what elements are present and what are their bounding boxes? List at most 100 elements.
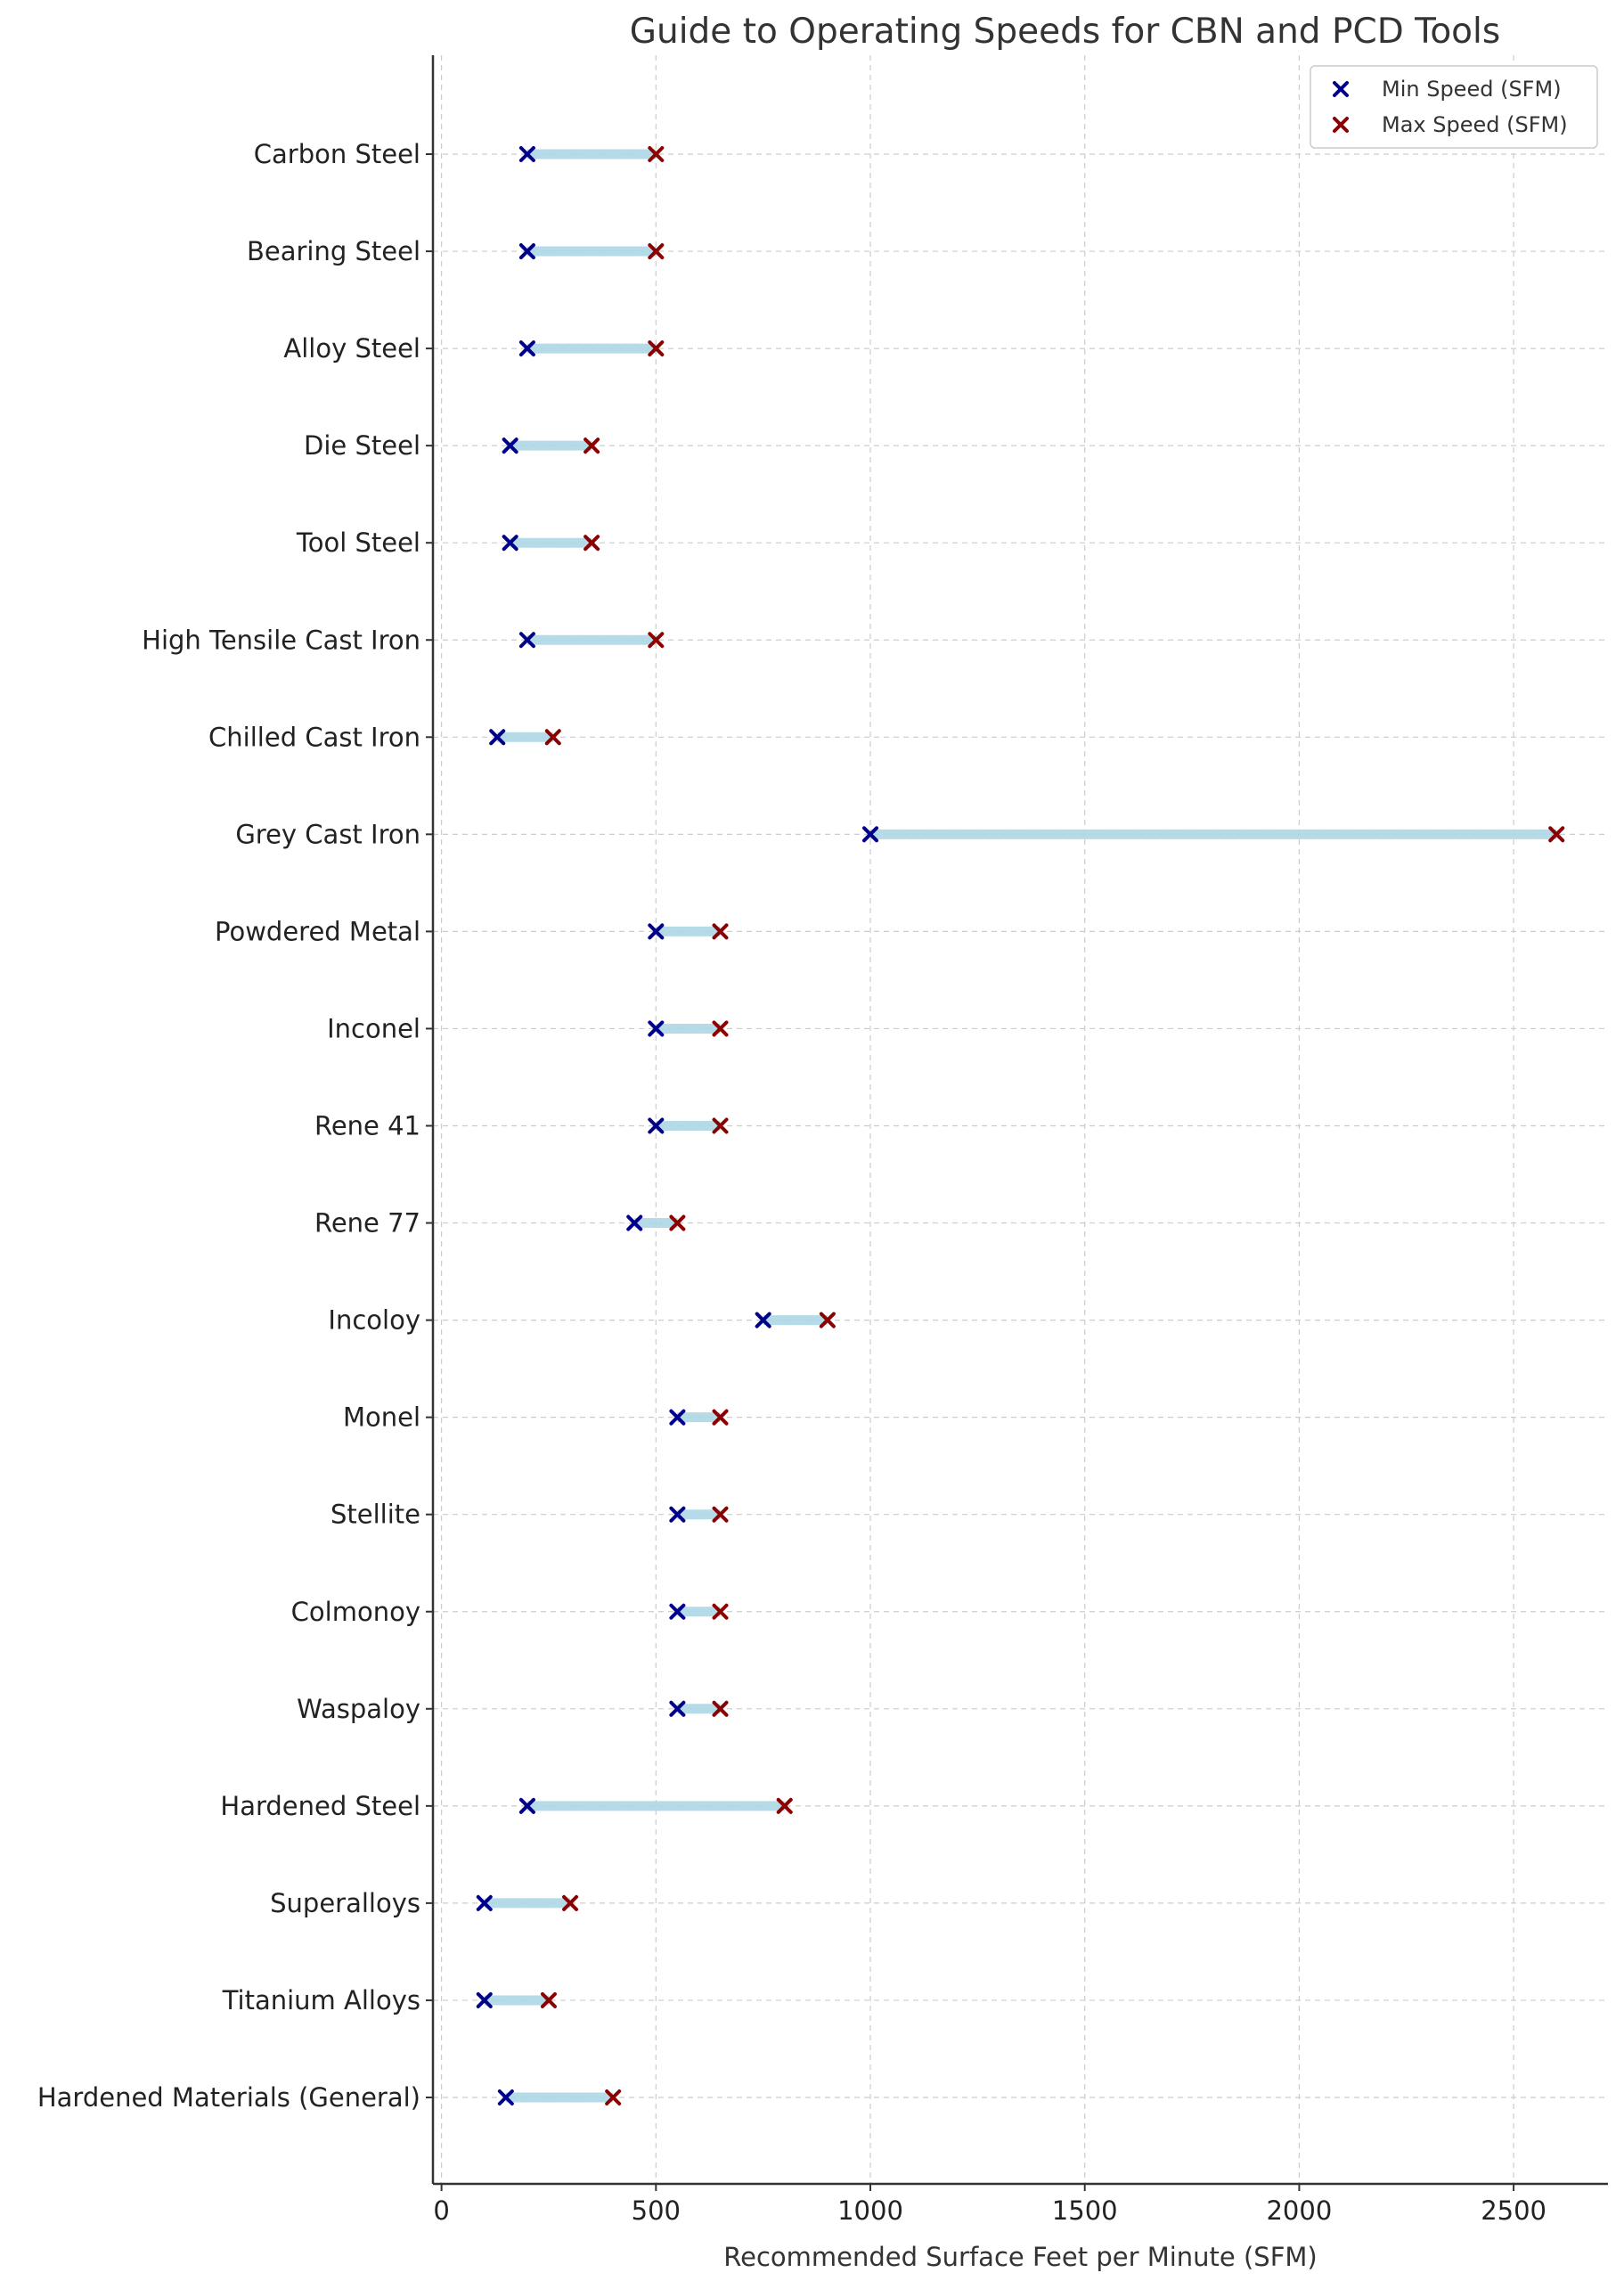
legend-marker — [1333, 81, 1349, 97]
y-tick-label: Colmonoy — [291, 1597, 420, 1627]
y-tick-label: Carbon Steel — [254, 139, 420, 169]
min-speed-marker — [669, 1409, 686, 1426]
max-speed-marker — [712, 1117, 729, 1134]
min-speed-marker — [518, 146, 535, 162]
chart-title: Guide to Operating Speeds for CBN and PC… — [630, 12, 1500, 52]
max-speed-marker — [819, 1312, 836, 1329]
max-speed-marker — [669, 1214, 686, 1231]
y-tick-labels: Carbon Steel Bearing Steel Alloy Steel Die … — [37, 139, 433, 2113]
min-speed-marker — [502, 437, 518, 454]
legend: Min Speed (SFM) Max Speed (SFM) — [1310, 65, 1598, 149]
max-speed-marker-stroke — [712, 1603, 729, 1620]
max-speed-marker-stroke — [712, 1700, 729, 1717]
legend-box — [1310, 65, 1598, 149]
min-speed-marker-stroke — [518, 1797, 535, 1814]
y-tick-label: Chilled Cast Iron — [208, 722, 420, 752]
max-speed-marker — [712, 1603, 729, 1620]
max-speed-marker — [648, 243, 665, 260]
min-speed-marker-stroke — [669, 1409, 686, 1426]
x-tick-labels: 0 500 1000 1500 2000 2500 — [433, 2184, 1546, 2226]
max-speed-marker — [648, 340, 665, 357]
max-speed-marker-stroke — [540, 1991, 557, 2008]
max-speed-marker — [562, 1894, 579, 1911]
legend-entry: Max Speed (SFM) — [1333, 112, 1568, 137]
min-speed-marker — [648, 1117, 665, 1134]
min-speed-marker-stroke — [518, 340, 535, 357]
max-speed-marker — [712, 1506, 729, 1523]
max-speed-marker — [712, 1020, 729, 1037]
min-speed-marker-stroke — [755, 1312, 771, 1329]
max-speed-marker-stroke — [562, 1894, 579, 1911]
y-tick-label: High Tensile Cast Iron — [142, 625, 420, 655]
min-speed-marker — [518, 1797, 535, 1814]
y-tick-label: Incoloy — [328, 1305, 420, 1336]
max-speed-marker-stroke — [583, 437, 600, 454]
min-speed-marker-stroke — [502, 437, 518, 454]
axes — [431, 55, 1608, 2186]
min-speed-marker — [669, 1603, 686, 1620]
max-speed-marker-stroke — [712, 923, 729, 940]
y-tick-label: Rene 41 — [314, 1111, 420, 1141]
max-speed-marker — [605, 2089, 622, 2105]
y-tick-label: Hardened Steel — [220, 1791, 420, 1821]
min-speed-marker — [626, 1214, 643, 1231]
max-speed-marker — [544, 729, 561, 746]
max-speed-marker-stroke — [648, 243, 665, 260]
min-speed-marker-stroke — [518, 632, 535, 649]
y-tick-label: Alloy Steel — [283, 333, 420, 364]
min-speed-marker — [648, 1020, 665, 1037]
min-speed-marker-stroke — [476, 1991, 493, 2008]
min-speed-marker — [669, 1700, 686, 1717]
legend-entry: Min Speed (SFM) — [1333, 77, 1562, 102]
x-tick-label: 500 — [632, 2195, 681, 2226]
x-tick-label: 2500 — [1481, 2195, 1546, 2226]
min-speed-marker-stroke — [648, 1117, 665, 1134]
max-speed-marker — [648, 146, 665, 162]
y-tick-label: Grey Cast Iron — [235, 819, 420, 849]
grid-lines — [433, 55, 1608, 2184]
max-speed-marker-stroke — [1548, 826, 1565, 843]
y-tick-label: Tool Steel — [296, 527, 420, 558]
min-speed-marker-stroke — [518, 243, 535, 260]
max-speed-marker — [712, 1409, 729, 1426]
min-speed-marker — [502, 535, 518, 552]
min-speed-marker — [518, 243, 535, 260]
max-speed-marker-stroke — [712, 1117, 729, 1134]
min-speed-marker-stroke — [518, 146, 535, 162]
min-speed-marker — [497, 2089, 514, 2105]
max-speed-marker — [1548, 826, 1565, 843]
y-tick-label: Monel — [343, 1402, 420, 1433]
min-speed-marker-stroke — [648, 1020, 665, 1037]
min-speed-marker — [862, 826, 879, 843]
max-speed-marker — [583, 437, 600, 454]
min-speed-marker-stroke — [502, 535, 518, 552]
y-tick-label: Superalloys — [270, 1888, 420, 1918]
y-tick-label: Powdered Metal — [215, 916, 420, 946]
min-speed-marker-stroke — [648, 923, 665, 940]
max-speed-marker-stroke — [648, 340, 665, 357]
max-speed-marker — [712, 1700, 729, 1717]
y-tick-label: Bearing Steel — [247, 236, 420, 266]
min-speed-marker — [476, 1991, 493, 2008]
y-tick-label: Waspaloy — [297, 1694, 420, 1724]
max-speed-marker-stroke — [669, 1214, 686, 1231]
min-speed-marker — [669, 1506, 686, 1523]
x-tick-label: 2000 — [1266, 2195, 1332, 2226]
y-tick-label: Inconel — [327, 1013, 420, 1043]
min-speed-marker — [518, 340, 535, 357]
min-speed-marker-stroke — [669, 1603, 686, 1620]
y-tick-label: Stellite — [331, 1500, 420, 1530]
y-tick-label: Die Steel — [304, 430, 420, 461]
max-speed-marker-stroke — [776, 1797, 793, 1814]
min-speed-marker-stroke — [476, 1894, 493, 1911]
max-speed-marker — [583, 535, 600, 552]
max-speed-marker — [648, 632, 665, 649]
max-speed-marker — [712, 923, 729, 940]
min-speed-marker — [476, 1894, 493, 1911]
legend-label: Min Speed (SFM) — [1382, 77, 1562, 102]
min-speed-marker-stroke — [669, 1506, 686, 1523]
max-speed-marker-stroke — [712, 1506, 729, 1523]
min-speed-marker — [755, 1312, 771, 1329]
legend-marker — [1333, 117, 1349, 133]
